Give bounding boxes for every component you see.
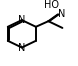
- Text: N: N: [58, 10, 65, 19]
- Text: N: N: [18, 43, 26, 53]
- Text: N: N: [18, 15, 26, 25]
- Text: HO: HO: [44, 0, 59, 10]
